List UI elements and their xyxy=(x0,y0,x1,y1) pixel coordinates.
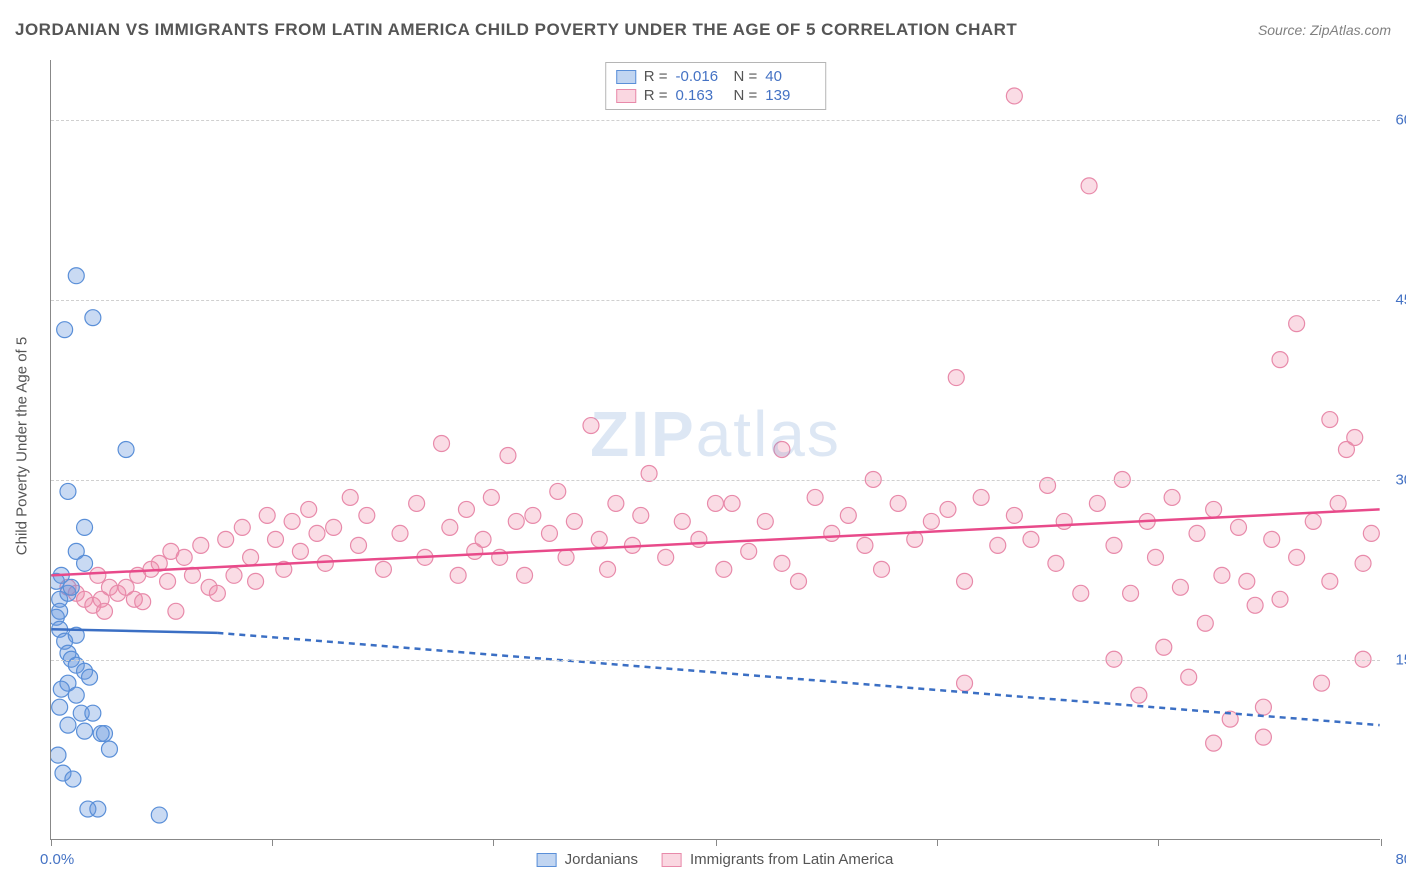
y-tick-label: 15.0% xyxy=(1384,652,1406,669)
plot-area: ZIPatlas R = -0.016 N = 40 R = 0.163 N =… xyxy=(50,60,1380,840)
y-tick-label: 60.0% xyxy=(1384,112,1406,129)
x-origin-label: 0.0% xyxy=(40,851,74,868)
y-tick-label: 45.0% xyxy=(1384,292,1406,309)
legend-item-b: Immigrants from Latin America xyxy=(662,851,893,868)
source-label: Source: ZipAtlas.com xyxy=(1258,22,1391,38)
stats-legend: R = -0.016 N = 40 R = 0.163 N = 139 xyxy=(605,62,827,110)
y-axis-label: Child Poverty Under the Age of 5 xyxy=(14,337,31,555)
legend-item-a: Jordanians xyxy=(537,851,638,868)
swatch-blue xyxy=(616,70,636,84)
stats-row-a: R = -0.016 N = 40 xyxy=(616,67,816,86)
bottom-legend: Jordanians Immigrants from Latin America xyxy=(537,851,894,868)
chart-area: ZIPatlas R = -0.016 N = 40 R = 0.163 N =… xyxy=(50,60,1380,840)
swatch-pink xyxy=(616,89,636,103)
stats-row-b: R = 0.163 N = 139 xyxy=(616,86,816,105)
swatch-blue-icon xyxy=(537,853,557,867)
y-tick-label: 30.0% xyxy=(1384,472,1406,489)
scatter-plot xyxy=(51,60,1380,839)
chart-title: JORDANIAN VS IMMIGRANTS FROM LATIN AMERI… xyxy=(15,20,1017,40)
swatch-pink-icon xyxy=(662,853,682,867)
x-end-label: 80.0% xyxy=(1395,851,1406,868)
